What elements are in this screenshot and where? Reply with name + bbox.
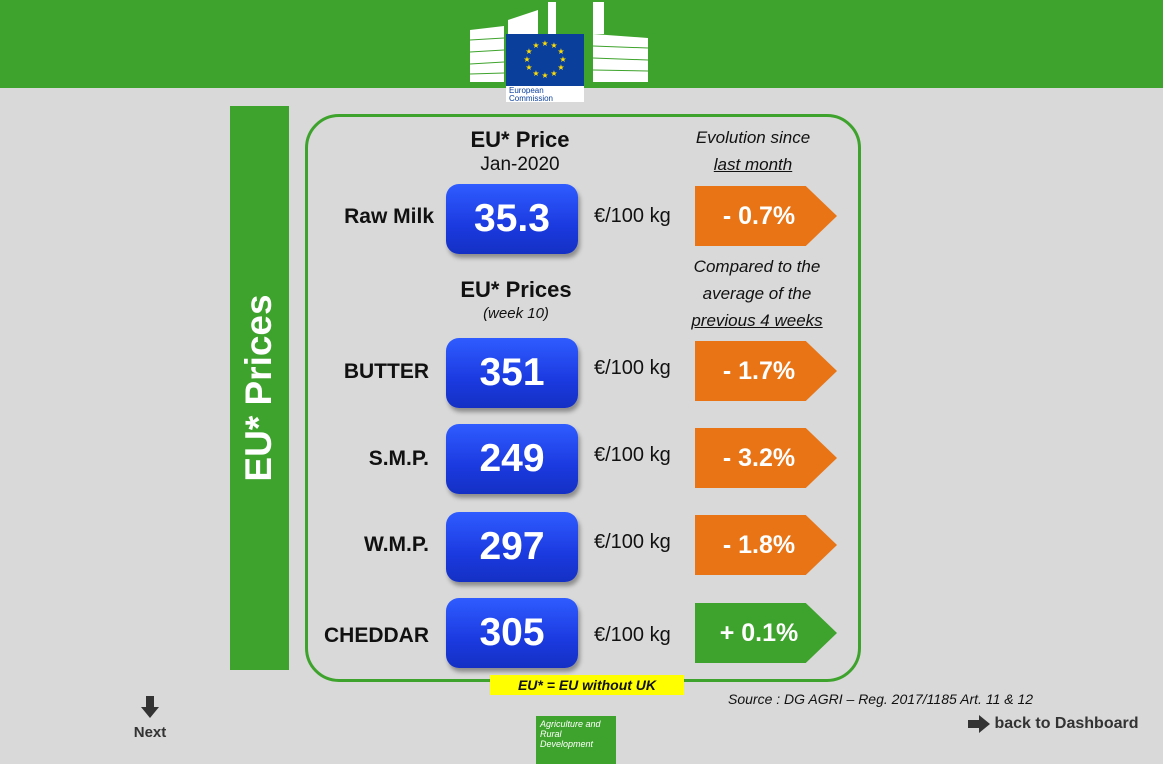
monthly-price-title: EU* Price — [470, 127, 570, 152]
building-icon — [469, 2, 649, 82]
european-commission-logo: ★ ★ ★ ★ ★ ★ ★ ★ ★ ★ ★ ★ European Commission — [468, 0, 652, 102]
arrow-down-icon — [141, 696, 159, 718]
monthly-period: Jan-2020 — [480, 154, 560, 175]
product-label-wmp: W.M.P. — [364, 533, 429, 556]
price-box-butter: 351 — [446, 338, 578, 408]
svg-text:★: ★ — [532, 41, 539, 50]
source-note: Source : DG AGRI – Reg. 2017/1185 Art. 1… — [728, 691, 1034, 707]
agri-logo: Agriculture and Rural Development — [536, 716, 616, 764]
evolution-line-2: last month — [713, 155, 793, 174]
svg-text:★: ★ — [523, 55, 530, 64]
evolution-line-1: Evolution since — [695, 128, 811, 147]
change-arrow-smp: - 3.2% — [695, 428, 837, 488]
price-box-cheddar: 305 — [446, 598, 578, 668]
svg-text:★: ★ — [525, 47, 532, 56]
back-label: back to Dashboard — [994, 715, 1139, 732]
eu-definition-footnote: EU* = EU without UK — [490, 675, 684, 695]
evolution-header: Evolution since last month — [668, 124, 838, 178]
unit-smp: €/100 kg — [594, 444, 671, 466]
weekly-period: (week 10) — [483, 305, 549, 322]
price-box-smp: 249 — [446, 424, 578, 494]
product-label-smp: S.M.P. — [368, 447, 429, 470]
svg-text:★: ★ — [550, 69, 557, 78]
comparison-line-1: Compared to the — [693, 257, 821, 276]
change-arrow-wmp: - 1.8% — [695, 515, 837, 575]
comparison-line-2: average of the — [702, 284, 812, 303]
unit-cheddar: €/100 kg — [594, 624, 671, 646]
comparison-header: Compared to the average of the previous … — [668, 253, 846, 334]
price-box-raw-milk: 35.3 — [446, 184, 578, 254]
logo-wordmark: European Commission — [506, 86, 584, 102]
svg-text:★: ★ — [541, 71, 548, 80]
svg-text:★: ★ — [557, 47, 564, 56]
product-label-cheddar: CHEDDAR — [324, 624, 429, 647]
comparison-line-3: previous 4 weeks — [691, 311, 823, 330]
next-label: Next — [133, 724, 167, 741]
svg-text:★: ★ — [532, 69, 539, 78]
change-arrow-cheddar: + 0.1% — [695, 603, 837, 663]
unit-butter: €/100 kg — [594, 357, 671, 379]
back-to-dashboard-link[interactable]: back to Dashboard — [968, 715, 1138, 733]
unit-wmp: €/100 kg — [594, 531, 671, 553]
svg-text:★: ★ — [559, 55, 566, 64]
product-label-butter: BUTTER — [343, 360, 429, 383]
banner-title: EU* Prices — [238, 294, 279, 482]
change-arrow-butter: - 1.7% — [695, 341, 837, 401]
next-button[interactable]: Next — [126, 696, 174, 741]
eu-flag-icon: ★ ★ ★ ★ ★ ★ ★ ★ ★ ★ ★ ★ — [506, 34, 584, 86]
side-banner — [230, 106, 289, 670]
product-label-raw-milk: Raw Milk — [344, 205, 434, 228]
svg-text:★: ★ — [541, 39, 548, 48]
arrow-right-icon — [968, 715, 990, 733]
svg-text:★: ★ — [550, 41, 557, 50]
change-arrow-raw-milk: - 0.7% — [695, 186, 837, 246]
svg-text:★: ★ — [525, 63, 532, 72]
weekly-price-title: EU* Prices — [460, 277, 572, 302]
unit-raw-milk: €/100 kg — [594, 205, 671, 227]
svg-text:★: ★ — [557, 63, 564, 72]
price-box-wmp: 297 — [446, 512, 578, 582]
